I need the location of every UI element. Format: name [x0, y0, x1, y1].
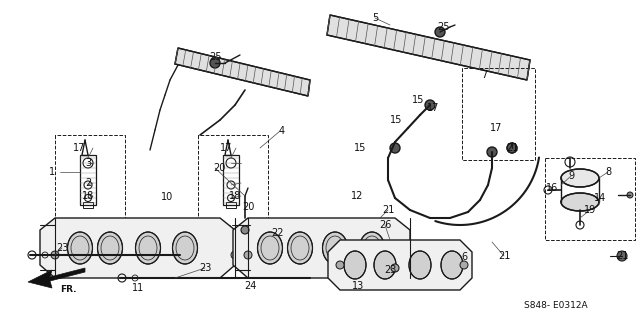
Circle shape	[487, 147, 497, 157]
Text: 23: 23	[384, 265, 396, 275]
Polygon shape	[40, 218, 235, 278]
Text: 6: 6	[461, 252, 467, 262]
Text: 25: 25	[436, 22, 449, 32]
Ellipse shape	[441, 251, 463, 279]
Text: 21: 21	[506, 143, 518, 153]
Polygon shape	[328, 240, 472, 290]
Circle shape	[627, 192, 633, 198]
Text: 25: 25	[209, 52, 221, 62]
Text: 2: 2	[85, 178, 91, 188]
Text: S848- E0312A: S848- E0312A	[524, 301, 588, 310]
Text: 1: 1	[49, 167, 55, 177]
Text: 15: 15	[390, 115, 402, 125]
Polygon shape	[28, 268, 85, 288]
Text: 17: 17	[427, 103, 439, 113]
Polygon shape	[233, 218, 410, 278]
Text: 16: 16	[546, 183, 558, 193]
Polygon shape	[327, 15, 530, 80]
Text: 19: 19	[584, 205, 596, 215]
Polygon shape	[175, 48, 310, 96]
Circle shape	[617, 251, 627, 261]
Text: 23: 23	[56, 243, 68, 253]
Text: 18: 18	[82, 191, 94, 201]
Circle shape	[391, 264, 399, 272]
Text: 11: 11	[132, 283, 144, 293]
Ellipse shape	[67, 232, 93, 264]
Text: 23: 23	[199, 263, 211, 273]
Text: 21: 21	[382, 205, 394, 215]
Ellipse shape	[257, 232, 282, 264]
Text: 10: 10	[161, 192, 173, 202]
Circle shape	[336, 261, 344, 269]
Text: 26: 26	[379, 220, 391, 230]
Text: 15: 15	[354, 143, 366, 153]
Circle shape	[460, 261, 468, 269]
Text: 14: 14	[594, 193, 606, 203]
Ellipse shape	[173, 232, 198, 264]
Circle shape	[507, 143, 517, 153]
Ellipse shape	[374, 251, 396, 279]
Text: 13: 13	[352, 281, 364, 291]
Text: 8: 8	[605, 167, 611, 177]
Circle shape	[241, 226, 249, 234]
Circle shape	[210, 58, 220, 68]
Circle shape	[435, 27, 445, 37]
Text: 12: 12	[351, 191, 363, 201]
Text: 3: 3	[85, 158, 91, 168]
Text: 15: 15	[412, 95, 424, 105]
Ellipse shape	[97, 232, 122, 264]
Circle shape	[406, 251, 414, 259]
Circle shape	[51, 251, 59, 259]
Text: 17: 17	[220, 143, 232, 153]
Ellipse shape	[323, 232, 348, 264]
Text: 24: 24	[244, 281, 256, 291]
Text: 21: 21	[616, 251, 628, 261]
Ellipse shape	[561, 169, 599, 187]
Ellipse shape	[287, 232, 312, 264]
Text: 20: 20	[242, 202, 254, 212]
Text: FR.: FR.	[60, 285, 76, 294]
Ellipse shape	[409, 251, 431, 279]
Circle shape	[390, 143, 400, 153]
Text: 9: 9	[568, 171, 574, 181]
Text: 21: 21	[498, 251, 510, 261]
Circle shape	[244, 251, 252, 259]
Circle shape	[231, 251, 239, 259]
Text: 22: 22	[272, 228, 284, 238]
Circle shape	[425, 100, 435, 110]
Ellipse shape	[360, 232, 385, 264]
Text: 18: 18	[229, 191, 241, 201]
Text: 17: 17	[73, 143, 85, 153]
Ellipse shape	[561, 193, 599, 211]
Text: 7: 7	[481, 70, 487, 80]
Text: 4: 4	[279, 126, 285, 136]
Ellipse shape	[344, 251, 366, 279]
Ellipse shape	[136, 232, 161, 264]
Text: 20: 20	[213, 163, 225, 173]
Text: 17: 17	[490, 123, 502, 133]
Text: 5: 5	[372, 13, 378, 23]
